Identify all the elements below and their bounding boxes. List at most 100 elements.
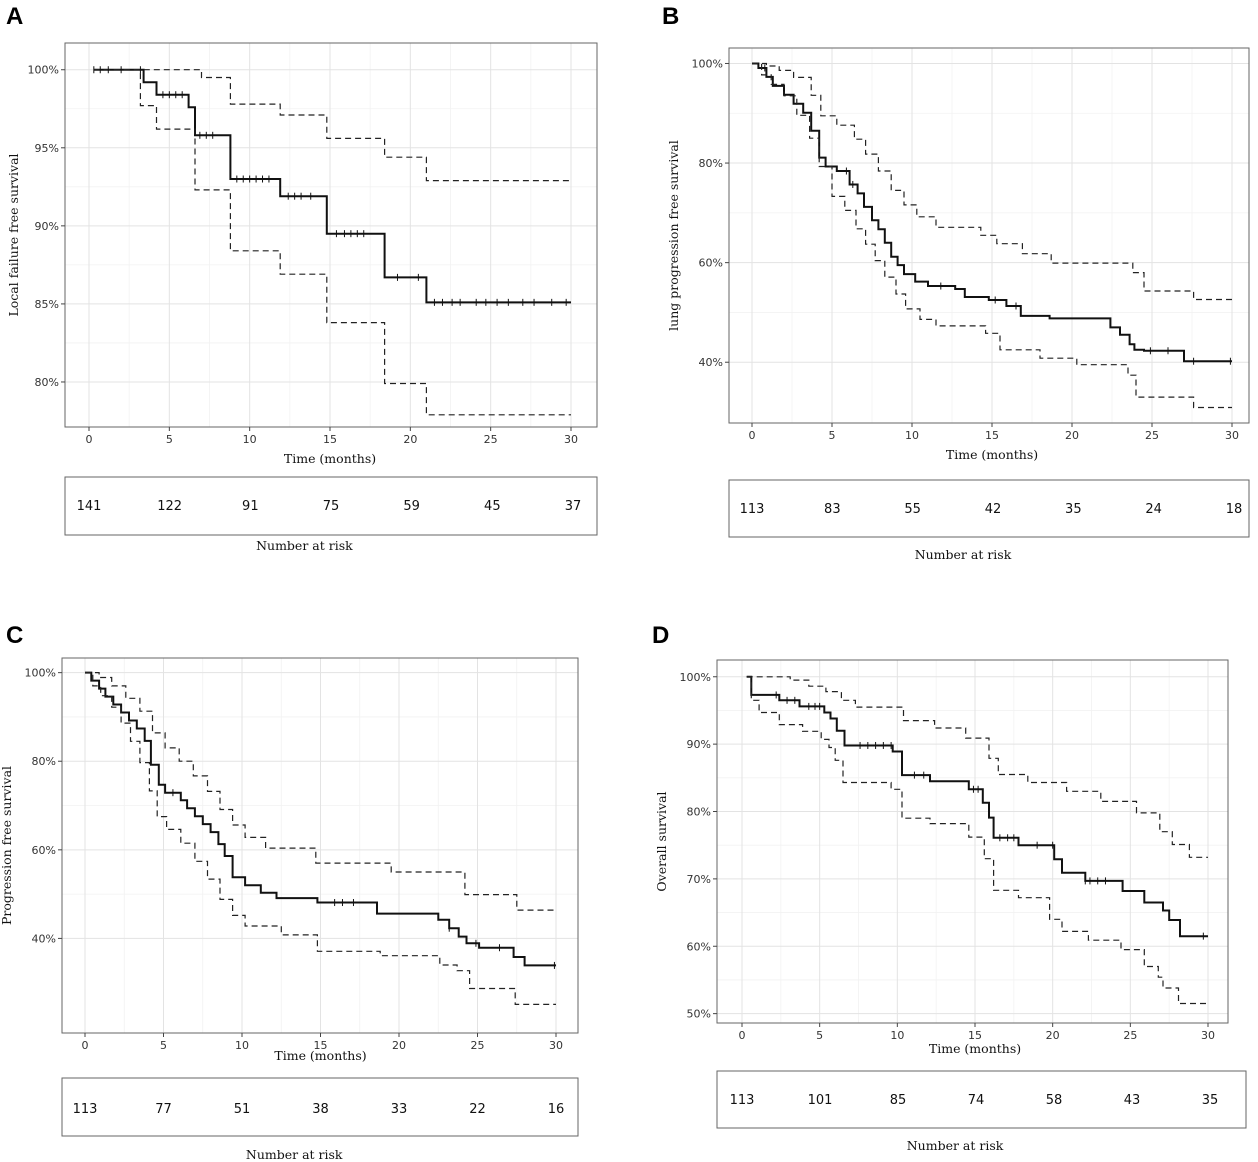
x-tick-label: 15: [323, 433, 337, 446]
x-tick-label: 5: [166, 433, 173, 446]
y-tick-label: 90%: [35, 220, 59, 233]
risk-table-title: Number at risk: [907, 1138, 1004, 1153]
survival-curve: [93, 68, 571, 304]
y-tick-label: 70%: [687, 873, 711, 886]
y-tick-label: 100%: [692, 57, 723, 70]
panel-b: B 0 5 10 15 20 25 30 40% 60% 80% 100% Time (months) l…: [662, 3, 1250, 562]
x-tick-label: 10: [890, 1029, 904, 1042]
lower-ci-curve: [746, 676, 1208, 1005]
x-tick-label: 10: [243, 433, 257, 446]
x-axis-label: Time (months): [284, 451, 376, 466]
censor-marks: [93, 66, 567, 306]
risk-table-title: Number at risk: [256, 538, 353, 553]
upper-ci-curve: [93, 69, 571, 182]
lower-ci-curve: [85, 672, 556, 1005]
x-tick-label: 30: [1225, 429, 1239, 442]
risk-count: 141: [77, 499, 102, 514]
gridlines: [729, 48, 1249, 423]
risk-count: 33: [391, 1102, 408, 1117]
y-tick-label: 100%: [28, 64, 59, 77]
x-tick-label: 30: [1201, 1029, 1215, 1042]
plot-frame: [716, 659, 1229, 1024]
risk-count: 38: [312, 1102, 329, 1117]
x-tick-label: 0: [82, 1039, 89, 1052]
risk-count: 51: [234, 1102, 251, 1117]
risk-count: 16: [548, 1102, 565, 1117]
censor-marks: [775, 691, 1204, 940]
y-axis-label: Progression free survival: [0, 766, 14, 925]
y-tick-label: 40%: [699, 356, 723, 369]
panel-d: D 0 5 10 15 20 25 30 50% 60% 70% 80% 90% 100% Time (mo…: [652, 622, 1247, 1153]
y-axis-label: Overall survival: [654, 791, 669, 891]
x-tick-label: 10: [905, 429, 919, 442]
risk-count: 22: [469, 1102, 486, 1117]
y-tick-label: 85%: [35, 298, 59, 311]
y-tick-label: 50%: [687, 1008, 711, 1021]
survival-curve: [746, 675, 1208, 938]
risk-table-box: [64, 476, 598, 536]
x-tick-label: 10: [235, 1039, 249, 1052]
panel-letter-b: B: [662, 3, 679, 30]
y-tick-label: 80%: [35, 376, 59, 389]
x-tick-label: 30: [564, 433, 578, 446]
risk-count: 58: [1046, 1093, 1063, 1108]
risk-count: 35: [1202, 1093, 1219, 1108]
x-tick-label: 25: [1145, 429, 1159, 442]
y-tick-label: 100%: [25, 667, 56, 680]
upper-ci-curve: [746, 676, 1208, 858]
risk-count: 45: [484, 499, 501, 514]
risk-count: 18: [1226, 502, 1243, 517]
x-tick-label: 0: [749, 429, 756, 442]
gridlines: [62, 658, 578, 1033]
x-tick-label: 5: [829, 429, 836, 442]
lower-ci-curve: [93, 69, 571, 416]
x-tick-label: 20: [403, 433, 417, 446]
y-axis-label: lung progression free survival: [666, 140, 681, 331]
x-tick-label: 20: [1065, 429, 1079, 442]
x-axis-label: Time (months): [929, 1041, 1021, 1056]
upper-ci-curve: [752, 62, 1232, 301]
risk-table-box: [716, 1070, 1247, 1129]
risk-count: 75: [323, 499, 340, 514]
x-tick-label: 25: [1123, 1029, 1137, 1042]
risk-table-box: [61, 1077, 579, 1137]
x-tick-label: 25: [484, 433, 498, 446]
panel-c: C 0 5 10 15 20 25 30 40% 60% 80% 100% Time (months) P…: [0, 622, 579, 1162]
lower-ci-curve: [752, 62, 1232, 409]
x-tick-label: 5: [160, 1039, 167, 1052]
risk-count: 43: [1124, 1093, 1141, 1108]
risk-count: 101: [808, 1093, 833, 1108]
risk-count: 113: [740, 502, 765, 517]
risk-count: 83: [824, 502, 841, 517]
y-tick-label: 90%: [687, 738, 711, 751]
x-tick-label: 5: [816, 1029, 823, 1042]
x-tick-label: 20: [1046, 1029, 1060, 1042]
risk-count: 35: [1065, 502, 1082, 517]
censor-marks: [172, 789, 555, 969]
censor-marks: [764, 64, 1231, 365]
risk-count: 37: [565, 499, 582, 514]
panel-letter-a: A: [6, 3, 23, 30]
risk-count: 42: [985, 502, 1002, 517]
risk-count: 113: [73, 1102, 98, 1117]
x-tick-label: 0: [739, 1029, 746, 1042]
panel-letter-d: D: [652, 622, 669, 649]
y-tick-label: 80%: [32, 755, 56, 768]
y-tick-label: 80%: [687, 806, 711, 819]
risk-count: 24: [1145, 502, 1162, 517]
plot-frame: [64, 42, 598, 428]
gridlines: [717, 660, 1228, 1023]
y-tick-label: 60%: [687, 940, 711, 953]
x-tick-label: 15: [314, 1039, 328, 1052]
panel-a: A 0 5 10 15 20 25 30 80% 85% 90% 95% 100% Time (month…: [6, 3, 598, 553]
x-tick-label: 0: [86, 433, 93, 446]
gridlines: [65, 43, 597, 427]
risk-count: 74: [968, 1093, 985, 1108]
y-tick-label: 60%: [699, 257, 723, 270]
panel-letter-c: C: [6, 622, 23, 649]
risk-count: 77: [155, 1102, 172, 1117]
x-tick-label: 30: [549, 1039, 563, 1052]
y-tick-label: 60%: [32, 844, 56, 857]
x-tick-label: 20: [392, 1039, 406, 1052]
